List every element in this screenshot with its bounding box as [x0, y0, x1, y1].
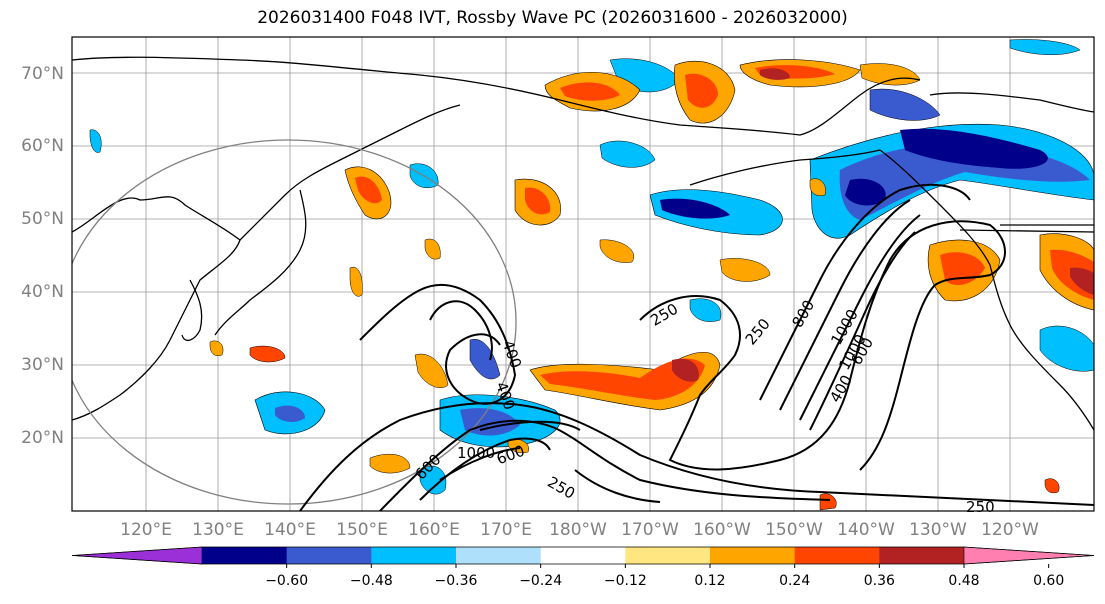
colorbar-segment — [879, 547, 965, 564]
colorbar-tick-label: −0.24 — [519, 573, 562, 589]
colorbar-tick-label: 0.36 — [864, 573, 895, 589]
lat-label: 20°N — [21, 428, 64, 448]
colorbar: −0.60 −0.48 −0.36 −0.24 −0.12 0.12 0.24 0.36 0.4… — [71, 546, 1095, 589]
colorbar-tick-label: −0.60 — [265, 573, 308, 589]
contour-label: 250 — [966, 498, 995, 516]
lon-label: 170°W — [621, 520, 679, 540]
colorbar-tick-label: 0.60 — [1033, 573, 1064, 589]
lat-label: 30°N — [21, 355, 64, 375]
colorbar-tick-label: −0.48 — [350, 573, 393, 589]
colorbar-tick-label: 0.24 — [779, 573, 810, 589]
colorbar-tick-label: 0.12 — [694, 573, 725, 589]
region-circle — [72, 139, 517, 505]
colorbar-extend-low — [71, 546, 203, 565]
latitude-labels: 70°N 60°N 50°N 40°N 30°N 20°N — [21, 64, 64, 448]
colorbar-segment — [625, 547, 711, 564]
lon-label: 180°W — [549, 520, 607, 540]
map-border — [71, 36, 1095, 512]
lat-label: 40°N — [21, 282, 64, 302]
lat-label: 70°N — [21, 64, 64, 84]
coastlines — [72, 56, 1094, 431]
colorbar-tick-label: −0.36 — [435, 573, 478, 589]
lon-label: 150°W — [765, 520, 823, 540]
lon-label: 140°E — [264, 520, 316, 540]
colorbar-segment — [286, 547, 372, 564]
colorbar-segment — [540, 547, 626, 564]
contour-label: 1000 — [457, 444, 495, 462]
longitude-labels: 120°E 130°E 140°E 150°E 160°E 170°E 180°W 170°W… — [120, 520, 1039, 540]
lat-label: 50°N — [21, 209, 64, 229]
colorbar-extend-high — [963, 546, 1095, 565]
lon-label: 120°W — [981, 520, 1039, 540]
map-title: 2026031400 F048 IVT, Rossby Wave PC (202… — [257, 8, 848, 28]
colorbar-segment — [710, 547, 796, 564]
colorbar-segment — [794, 547, 880, 564]
lon-label: 130°E — [192, 520, 244, 540]
colorbar-segment — [371, 547, 457, 564]
lon-label: 160°E — [408, 520, 460, 540]
lon-label: 120°E — [120, 520, 172, 540]
colorbar-outline — [71, 546, 1095, 565]
colorbar-segment — [202, 547, 288, 564]
lon-label: 170°E — [480, 520, 532, 540]
lon-label: 160°W — [693, 520, 751, 540]
lon-label: 140°W — [837, 520, 895, 540]
ivt-contours — [299, 183, 1094, 511]
lon-label: 150°E — [336, 520, 388, 540]
colorbar-tick-label: −0.12 — [604, 573, 647, 589]
lon-label: 130°W — [909, 520, 967, 540]
colorbar-segment — [456, 547, 542, 564]
colorbar-tick-label: 0.48 — [948, 573, 979, 589]
lat-label: 60°N — [21, 136, 64, 156]
